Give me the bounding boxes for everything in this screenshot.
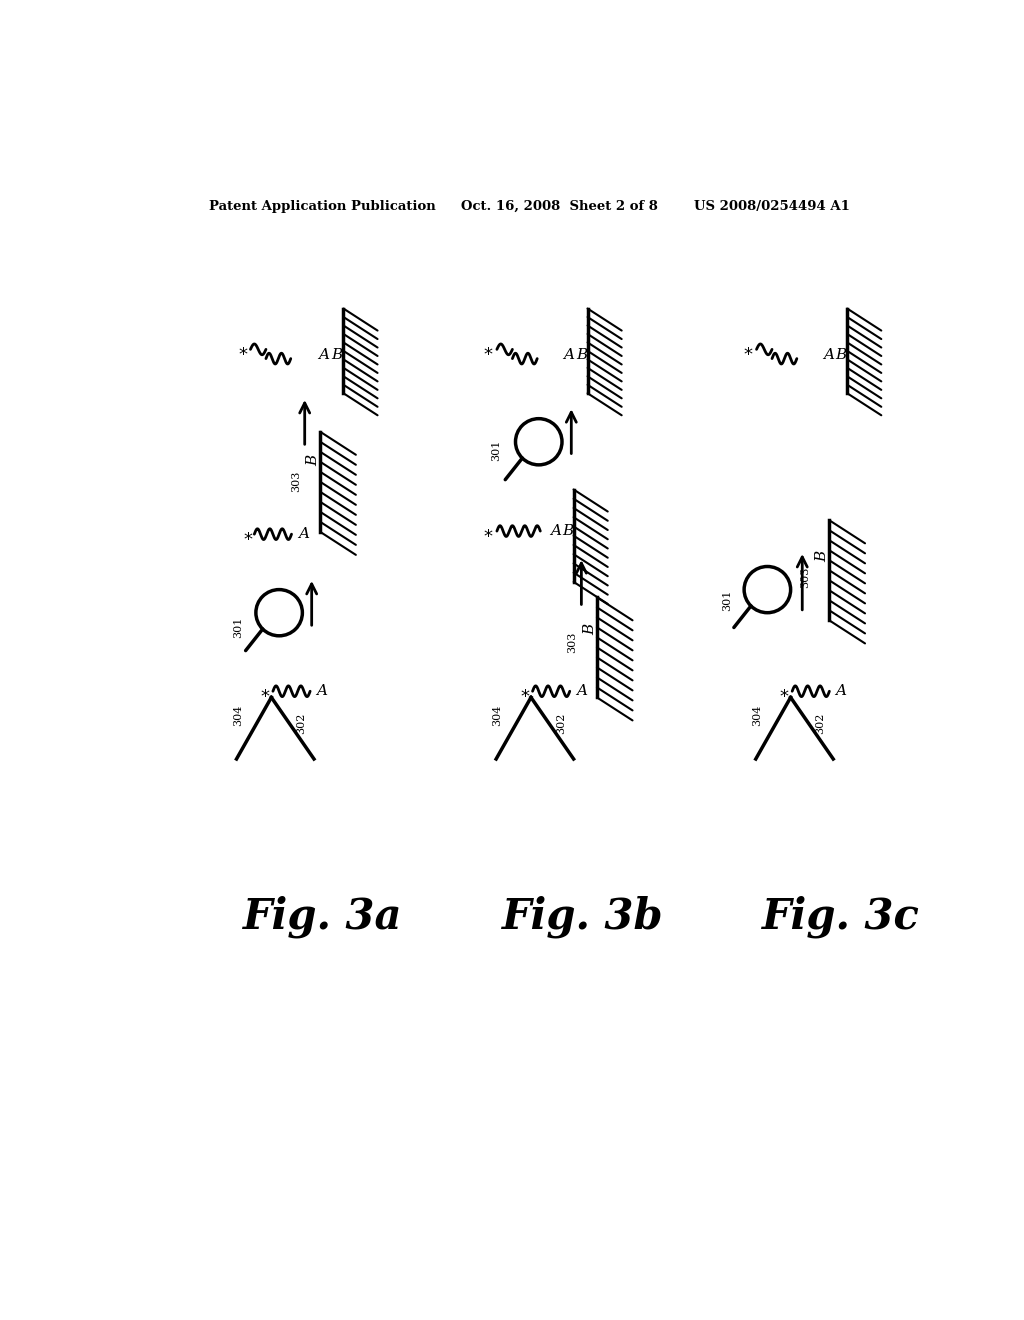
- Text: 303: 303: [291, 470, 301, 491]
- Text: B: B: [331, 347, 342, 362]
- Text: 302: 302: [815, 713, 825, 734]
- Text: Fig. 3c: Fig. 3c: [762, 895, 920, 939]
- Text: *: *: [743, 346, 753, 364]
- Text: Fig. 3b: Fig. 3b: [503, 895, 664, 939]
- Text: 301: 301: [722, 590, 732, 611]
- Text: *: *: [780, 689, 788, 706]
- Text: A: A: [299, 527, 309, 541]
- Text: 302: 302: [296, 713, 306, 734]
- Text: 304: 304: [232, 705, 243, 726]
- Text: 304: 304: [493, 705, 502, 726]
- Text: 302: 302: [556, 713, 566, 734]
- Text: B: B: [562, 524, 573, 539]
- Text: B: B: [575, 347, 587, 362]
- Text: *: *: [484, 528, 493, 546]
- Text: A: A: [575, 684, 587, 698]
- Text: Fig. 3a: Fig. 3a: [243, 895, 402, 939]
- Text: 304: 304: [752, 705, 762, 726]
- Text: Patent Application Publication: Patent Application Publication: [209, 199, 436, 213]
- Text: B: B: [583, 624, 597, 635]
- Text: 303: 303: [567, 632, 578, 653]
- Text: A: A: [836, 684, 847, 698]
- Text: Oct. 16, 2008  Sheet 2 of 8: Oct. 16, 2008 Sheet 2 of 8: [461, 199, 658, 213]
- Text: 301: 301: [232, 616, 243, 638]
- Text: 303: 303: [800, 566, 810, 587]
- Text: B: B: [836, 347, 847, 362]
- Text: B: B: [306, 454, 321, 466]
- Text: A: A: [823, 347, 835, 362]
- Text: *: *: [520, 689, 529, 706]
- Text: *: *: [261, 689, 269, 706]
- Text: A: A: [317, 347, 329, 362]
- Text: *: *: [239, 346, 247, 364]
- Text: A: A: [563, 347, 574, 362]
- Text: A: A: [550, 524, 561, 539]
- Text: A: A: [316, 684, 328, 698]
- Text: B: B: [815, 550, 829, 562]
- Text: *: *: [244, 531, 253, 549]
- Text: 301: 301: [490, 440, 501, 461]
- Text: US 2008/0254494 A1: US 2008/0254494 A1: [693, 199, 850, 213]
- Text: *: *: [484, 346, 493, 364]
